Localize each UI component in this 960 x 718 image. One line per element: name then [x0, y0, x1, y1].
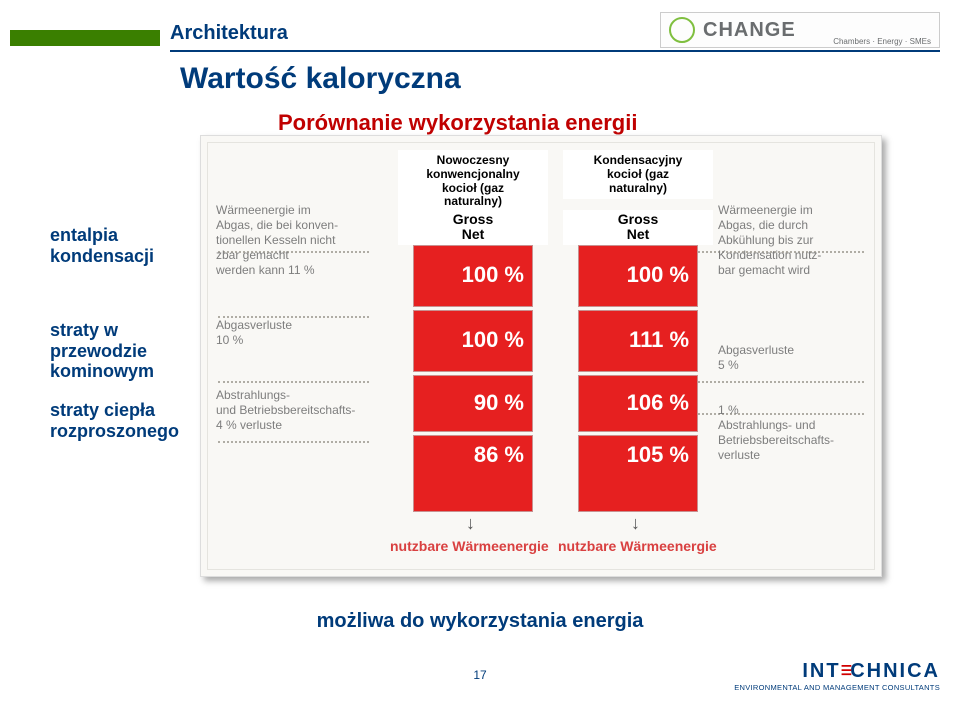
footer-logo: INT≡CHNICA ENVIRONMENTAL AND MANAGEMENT … [734, 660, 940, 692]
grey-left-mid: Abgasverluste10 % [216, 318, 386, 348]
col2-seg-3: 106 % [578, 375, 698, 432]
col1-seg-4: 86 % [413, 435, 533, 512]
column-condensing: Kondensacyjnykocioł (gaznaturalny) Gross… [563, 150, 713, 509]
col1-sub: GrossNet [398, 210, 548, 245]
nutz-1: nutzbare Wärmeenergie [390, 538, 549, 554]
footer-tag: ENVIRONMENTAL AND MANAGEMENT CONSULTANTS [734, 683, 940, 692]
grey-right-mid: Abgasverluste5 % [718, 343, 868, 373]
col2-head: Kondensacyjnykocioł (gaznaturalny) [563, 150, 713, 199]
column-conventional: Nowoczesnykonwencjonalnykocioł (gaznatur… [398, 150, 548, 509]
col1-seg4-lbl: 86 % [474, 442, 524, 468]
grey-left-bot: Abstrahlungs-und Betriebsbereitschafts-4… [216, 388, 386, 433]
col1-seg-2: 100 % [413, 310, 533, 372]
guide-line [698, 381, 864, 383]
page-title: Wartość kaloryczna [180, 62, 461, 96]
col2-seg4-lbl: 105 % [627, 442, 689, 468]
page-subtitle: Porównanie wykorzystania energii [270, 108, 645, 138]
col1-seg-3: 90 % [413, 375, 533, 432]
left-label-1: entalpiakondensacji [50, 225, 154, 266]
header-divider [170, 50, 940, 52]
col1-seg3-lbl: 90 % [474, 390, 524, 416]
left-label-2: straty wprzewodziekominowym [50, 320, 154, 382]
diagram-frame: Wärmeenergie imAbgas, die bei konven-tio… [200, 135, 882, 577]
col2-seg1-lbl: 100 % [627, 262, 689, 288]
col1-seg-1: 100 % [413, 245, 533, 307]
col2-sub: GrossNet [563, 210, 713, 245]
logo-sub: Chambers · Energy · SMEs [833, 37, 931, 46]
col2-seg2-lbl: 111 % [629, 327, 689, 353]
logo-text: CHANGE [703, 19, 796, 42]
bottom-caption: możliwa do wykorzystania energia [0, 610, 960, 633]
header-accent [10, 30, 160, 46]
nutz-2: nutzbare Wärmeenergie [558, 538, 717, 554]
guide-line [218, 441, 369, 443]
grey-right-top: Wärmeenergie imAbgas, die durchAbkühlung… [718, 203, 868, 278]
left-label-3: straty ciepłarozproszonego [50, 400, 179, 441]
col2-seg-2: 111 % [578, 310, 698, 372]
globe-icon [669, 17, 695, 43]
footer-brand: INT≡CHNICA [734, 660, 940, 683]
col1-seg1-lbl: 100 % [462, 262, 524, 288]
guide-line [218, 381, 369, 383]
diagram-inner: Wärmeenergie imAbgas, die bei konven-tio… [207, 142, 875, 570]
col1-head: Nowoczesnykonwencjonalnykocioł (gaznatur… [398, 150, 548, 213]
arrow-down-1: ↓ [466, 513, 475, 534]
arrow-down-2: ↓ [631, 513, 640, 534]
col2-seg-4: 105 % [578, 435, 698, 512]
change-logo: CHANGE Chambers · Energy · SMEs [660, 12, 940, 48]
grey-right-bot: 1 %Abstrahlungs- undBetriebsbereitschaft… [718, 403, 868, 463]
grey-left-top: Wärmeenergie imAbgas, die bei konven-tio… [216, 203, 386, 278]
col2-seg-1: 100 % [578, 245, 698, 307]
col2-seg3-lbl: 106 % [627, 390, 689, 416]
col1-seg2-lbl: 100 % [462, 327, 524, 353]
category-label: Architektura [170, 22, 288, 45]
